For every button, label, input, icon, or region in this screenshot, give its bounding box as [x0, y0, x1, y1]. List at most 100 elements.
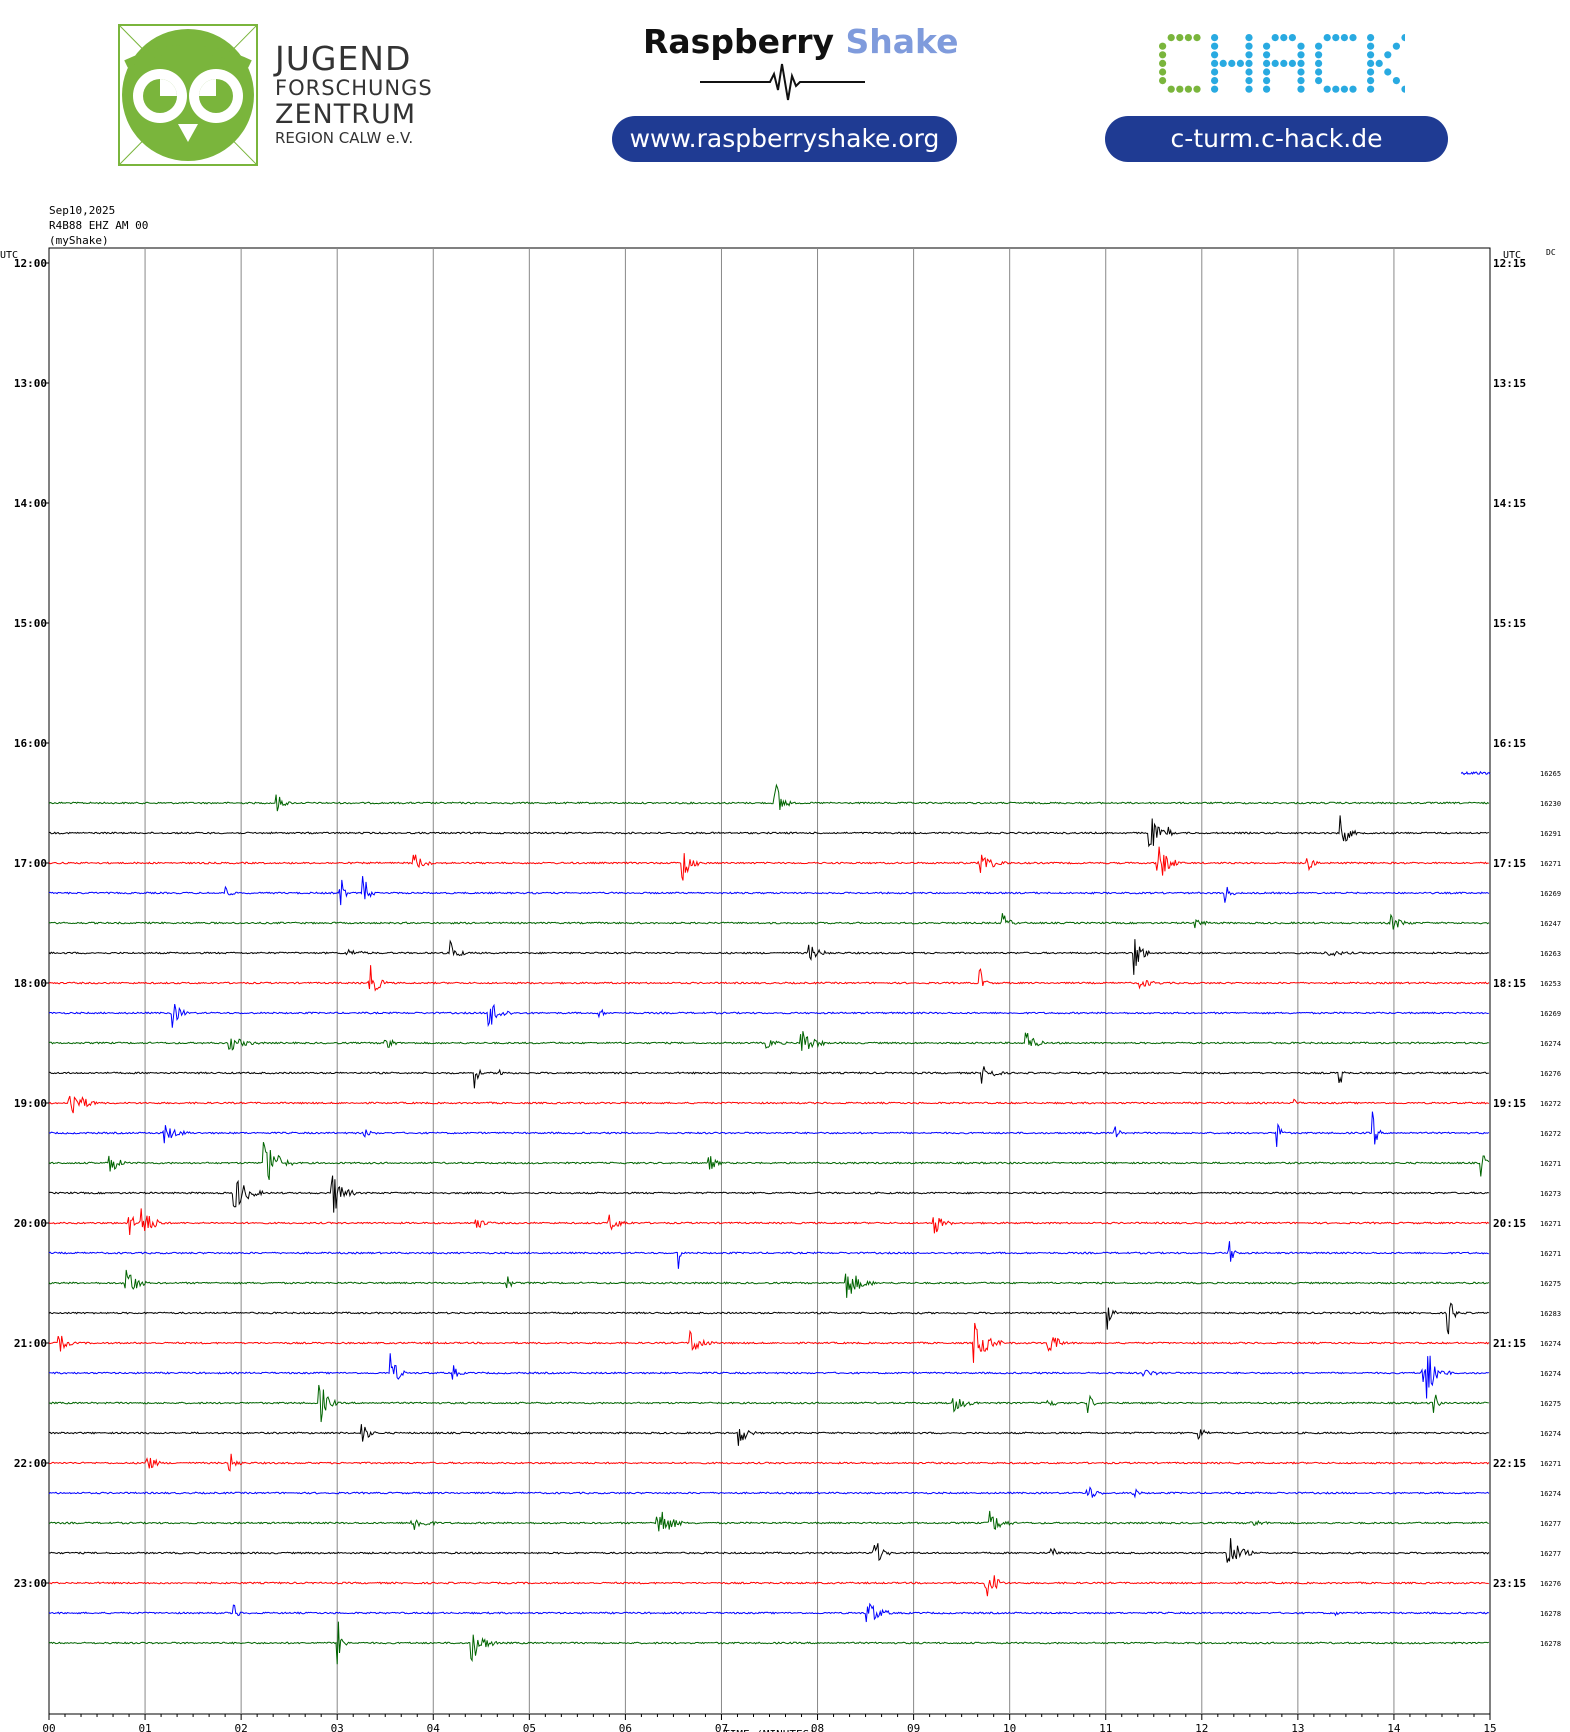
chack-dot — [1245, 85, 1253, 93]
left-hour-label: 20:00 — [14, 1217, 47, 1230]
left-hour-label: 17:00 — [14, 857, 47, 870]
seismic-trace — [48, 783, 1490, 812]
seismic-trace — [48, 1322, 1490, 1363]
x-tick-label: 10 — [1003, 1722, 1016, 1732]
chack-dot — [1211, 42, 1219, 50]
dc-offset-label: 16274 — [1540, 1490, 1561, 1498]
chack-dot — [1167, 34, 1175, 42]
station-header: Sep10,2025 R4B88 EHZ AM 00 (myShake) — [49, 203, 148, 248]
dc-offset-label: 16273 — [1540, 1190, 1561, 1198]
plot-frame — [48, 247, 1491, 1715]
header-source: (myShake) — [49, 234, 109, 247]
chack-dot — [1184, 85, 1192, 93]
chack-dot — [1367, 59, 1375, 67]
chack-dot — [1263, 51, 1271, 59]
raspberryshake-word-2: Shake — [845, 22, 959, 61]
dc-offset-label: 16291 — [1540, 830, 1561, 838]
chack-dot — [1384, 51, 1392, 59]
chack-dot — [1159, 42, 1167, 50]
chack-dot — [1340, 34, 1348, 42]
x-tick-label: 04 — [427, 1722, 441, 1732]
chack-dot — [1159, 68, 1167, 76]
x-tick-label: 11 — [1099, 1722, 1112, 1732]
right-hour-label: 16:15 — [1493, 737, 1526, 750]
x-tick-label: 01 — [138, 1722, 151, 1732]
left-hour-label: 18:00 — [14, 977, 47, 990]
chack-dot — [1367, 85, 1375, 93]
chack-dot — [1297, 59, 1305, 67]
seismic-trace — [48, 1424, 1489, 1446]
right-hour-label: 17:15 — [1493, 857, 1526, 870]
seismic-trace — [48, 939, 1489, 975]
dc-offset-label: 16274 — [1540, 1040, 1561, 1048]
right-hour-label: 13:15 — [1493, 377, 1526, 390]
chack-dot — [1340, 85, 1348, 93]
chack-url-link[interactable]: c-turm.c-hack.de — [1105, 116, 1448, 162]
right-hour-label: 21:15 — [1493, 1337, 1526, 1350]
seismic-trace — [48, 1621, 1490, 1665]
chack-dot — [1367, 34, 1375, 42]
right-hour-label: 14:15 — [1493, 497, 1526, 510]
dc-offset-label: 16275 — [1540, 1400, 1561, 1408]
left-hour-label: 23:00 — [14, 1577, 47, 1590]
seismic-trace — [48, 815, 1489, 848]
chack-dot — [1211, 34, 1219, 42]
chack-dot — [1176, 85, 1184, 93]
x-tick-label: 09 — [907, 1722, 920, 1732]
dc-offset-label: 16275 — [1540, 1280, 1561, 1288]
x-tick-label: 15 — [1483, 1722, 1496, 1732]
seismic-trace — [48, 1510, 1489, 1532]
left-hour-label: 12:00 — [14, 257, 47, 270]
dc-offset-label: 16274 — [1540, 1340, 1561, 1348]
dc-offset-label: 16277 — [1540, 1550, 1561, 1558]
chack-dot — [1219, 59, 1227, 67]
dc-offset-label: 16271 — [1540, 1460, 1561, 1468]
chack-dot — [1228, 59, 1236, 67]
raspberryshake-word-1: Raspberry — [643, 22, 835, 61]
chack-dot — [1280, 59, 1288, 67]
dc-offset-label: 16277 — [1540, 1520, 1561, 1528]
seismic-trace — [48, 1111, 1490, 1147]
dc-offset-label: 16276 — [1540, 1070, 1561, 1078]
chack-dot — [1392, 42, 1400, 50]
chack-dot — [1167, 85, 1175, 93]
left-hour-label: 15:00 — [14, 617, 47, 630]
dc-offset-label: 16283 — [1540, 1310, 1561, 1318]
chack-dot — [1263, 68, 1271, 76]
left-hour-label: 21:00 — [14, 1337, 47, 1350]
dc-offset-label: 16276 — [1540, 1580, 1561, 1588]
right-hour-label: 18:15 — [1493, 977, 1526, 990]
chack-dot — [1367, 51, 1375, 59]
right-hour-label: 19:15 — [1493, 1097, 1526, 1110]
chack-dot — [1297, 68, 1305, 76]
chack-dot — [1211, 85, 1219, 93]
seismic-trace — [48, 1602, 1489, 1623]
chack-dot — [1367, 77, 1375, 85]
seismic-trace — [48, 1486, 1490, 1499]
seismic-trace — [48, 1269, 1490, 1298]
chack-dot — [1245, 77, 1253, 85]
chack-logo — [1159, 34, 1405, 93]
seismic-trace — [48, 1302, 1490, 1335]
chack-dot — [1323, 85, 1331, 93]
chack-dot — [1263, 77, 1271, 85]
jfz-owl-logo — [118, 24, 258, 166]
right-hour-label: 20:15 — [1493, 1217, 1526, 1230]
chack-dot — [1176, 34, 1184, 42]
seismic-trace — [48, 1175, 1489, 1213]
x-tick-label: 12 — [1195, 1722, 1208, 1732]
dc-offset-label: 16274 — [1540, 1370, 1561, 1378]
chack-dot — [1349, 34, 1357, 42]
x-tick-label: 13 — [1291, 1722, 1304, 1732]
chack-dot — [1193, 34, 1201, 42]
chack-dot — [1263, 59, 1271, 67]
seismic-trace — [48, 1066, 1489, 1089]
raspberryshake-url-link[interactable]: www.raspberryshake.org — [612, 116, 957, 162]
chack-dot — [1297, 85, 1305, 93]
left-hour-label: 13:00 — [14, 377, 47, 390]
chack-dot — [1315, 77, 1323, 85]
x-axis-title: TIME (MINUTES) — [723, 1728, 816, 1732]
x-tick-label: 14 — [1387, 1722, 1401, 1732]
chack-dot — [1211, 51, 1219, 59]
chack-dot — [1159, 51, 1167, 59]
